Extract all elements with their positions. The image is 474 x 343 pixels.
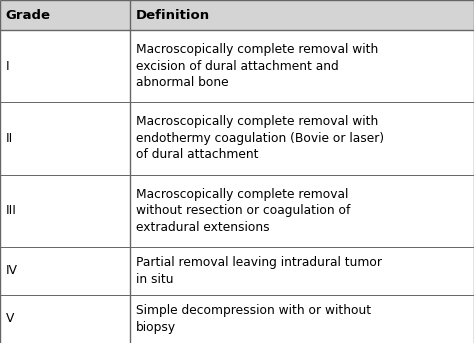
Text: Simple decompression with or without
biopsy: Simple decompression with or without bio… bbox=[136, 304, 371, 334]
Text: Macroscopically complete removal with
excision of dural attachment and
abnormal : Macroscopically complete removal with ex… bbox=[136, 43, 378, 89]
Bar bbox=[130, 102, 474, 175]
Bar bbox=[130, 247, 474, 295]
Text: Definition: Definition bbox=[136, 9, 210, 22]
Bar bbox=[130, 295, 474, 343]
Bar bbox=[0, 175, 130, 247]
Bar bbox=[0, 295, 130, 343]
Text: Partial removal leaving intradural tumor
in situ: Partial removal leaving intradural tumor… bbox=[136, 256, 382, 286]
Text: Grade: Grade bbox=[6, 9, 51, 22]
Text: Macroscopically complete removal with
endothermy coagulation (Bovie or laser)
of: Macroscopically complete removal with en… bbox=[136, 116, 384, 162]
Bar bbox=[130, 30, 474, 102]
Text: I: I bbox=[6, 60, 9, 73]
Bar bbox=[130, 0, 474, 30]
Bar bbox=[0, 102, 130, 175]
Bar bbox=[0, 0, 130, 30]
Bar bbox=[0, 247, 130, 295]
Bar bbox=[0, 30, 130, 102]
Text: V: V bbox=[6, 312, 14, 326]
Text: II: II bbox=[6, 132, 13, 145]
Bar bbox=[130, 175, 474, 247]
Text: Macroscopically complete removal
without resection or coagulation of
extradural : Macroscopically complete removal without… bbox=[136, 188, 350, 234]
Text: IV: IV bbox=[6, 264, 18, 277]
Text: III: III bbox=[6, 204, 17, 217]
